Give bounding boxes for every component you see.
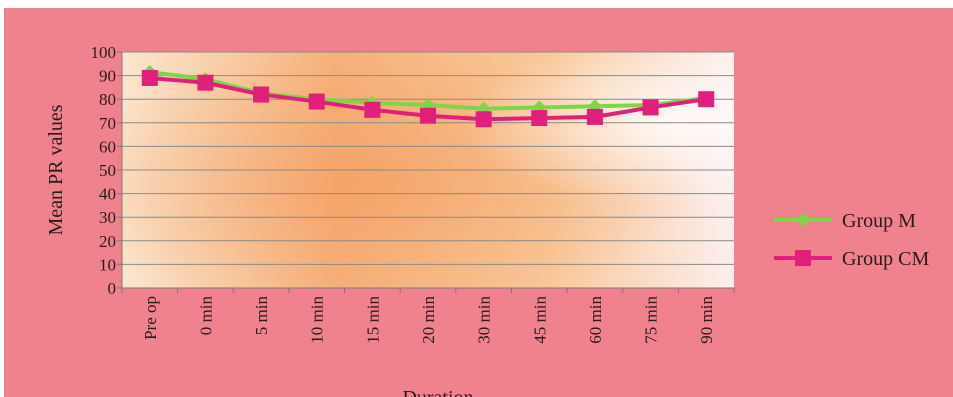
y-axis-ticks: 0 10 20 30 40 50 60 70 80 90 100 xyxy=(91,43,122,298)
y-tick-label: 70 xyxy=(99,114,116,133)
y-tick-label: 40 xyxy=(99,185,116,204)
x-tick-label: 15 min xyxy=(363,296,382,344)
legend-item: Group CM xyxy=(774,248,929,270)
data-point xyxy=(531,110,548,127)
data-point xyxy=(420,107,436,124)
y-tick-label: 0 xyxy=(108,279,117,298)
x-tick-label: 90 min xyxy=(697,296,716,344)
legend-label: Group CM xyxy=(842,248,929,270)
y-tick-label: 60 xyxy=(99,137,116,156)
data-point xyxy=(253,86,270,103)
chart-frame: 0 10 20 30 40 50 60 70 80 90 100 Pre op 0 min 5 min 1… xyxy=(4,8,953,397)
x-tick-label: 0 min xyxy=(196,296,215,336)
legend-marker xyxy=(795,250,811,266)
x-tick-label: 45 min xyxy=(530,296,549,344)
data-point xyxy=(141,69,158,86)
data-point xyxy=(586,108,603,125)
legend: Group M Group CM xyxy=(774,210,929,270)
data-point xyxy=(698,91,715,108)
line-chart: 0 10 20 30 40 50 60 70 80 90 100 Pre op 0 min 5 min 1… xyxy=(45,43,929,397)
x-tick-label: 5 min xyxy=(252,296,271,336)
y-tick-label: 50 xyxy=(99,161,116,180)
y-axis-title: Mean PR values xyxy=(45,104,67,235)
x-axis-title: Duration xyxy=(402,387,473,397)
x-tick-label: 60 min xyxy=(586,296,605,344)
data-point xyxy=(364,101,381,118)
series-1 xyxy=(141,69,715,128)
x-tick-label: 75 min xyxy=(642,296,661,344)
legend-marker xyxy=(796,213,810,227)
legend-item: Group M xyxy=(774,210,916,232)
data-point xyxy=(308,93,325,110)
y-tick-label: 20 xyxy=(99,232,116,251)
x-tick-label: 10 min xyxy=(308,296,327,344)
series-layer xyxy=(141,65,715,128)
x-tick-label: 20 min xyxy=(419,296,438,344)
legend-label: Group M xyxy=(842,210,916,232)
y-tick-label: 100 xyxy=(91,43,117,62)
y-tick-label: 80 xyxy=(99,90,116,109)
data-point xyxy=(642,99,659,116)
x-tick-label: Pre op xyxy=(141,296,160,340)
y-tick-label: 90 xyxy=(99,67,116,86)
y-tick-label: 10 xyxy=(99,255,116,274)
x-tick-label: 30 min xyxy=(475,296,494,344)
data-point xyxy=(475,111,492,128)
y-tick-label: 30 xyxy=(99,208,116,227)
x-axis-ticks: Pre op 0 min 5 min 10 min 15 min 20 min 30 min… xyxy=(121,288,735,344)
data-point xyxy=(197,74,214,91)
